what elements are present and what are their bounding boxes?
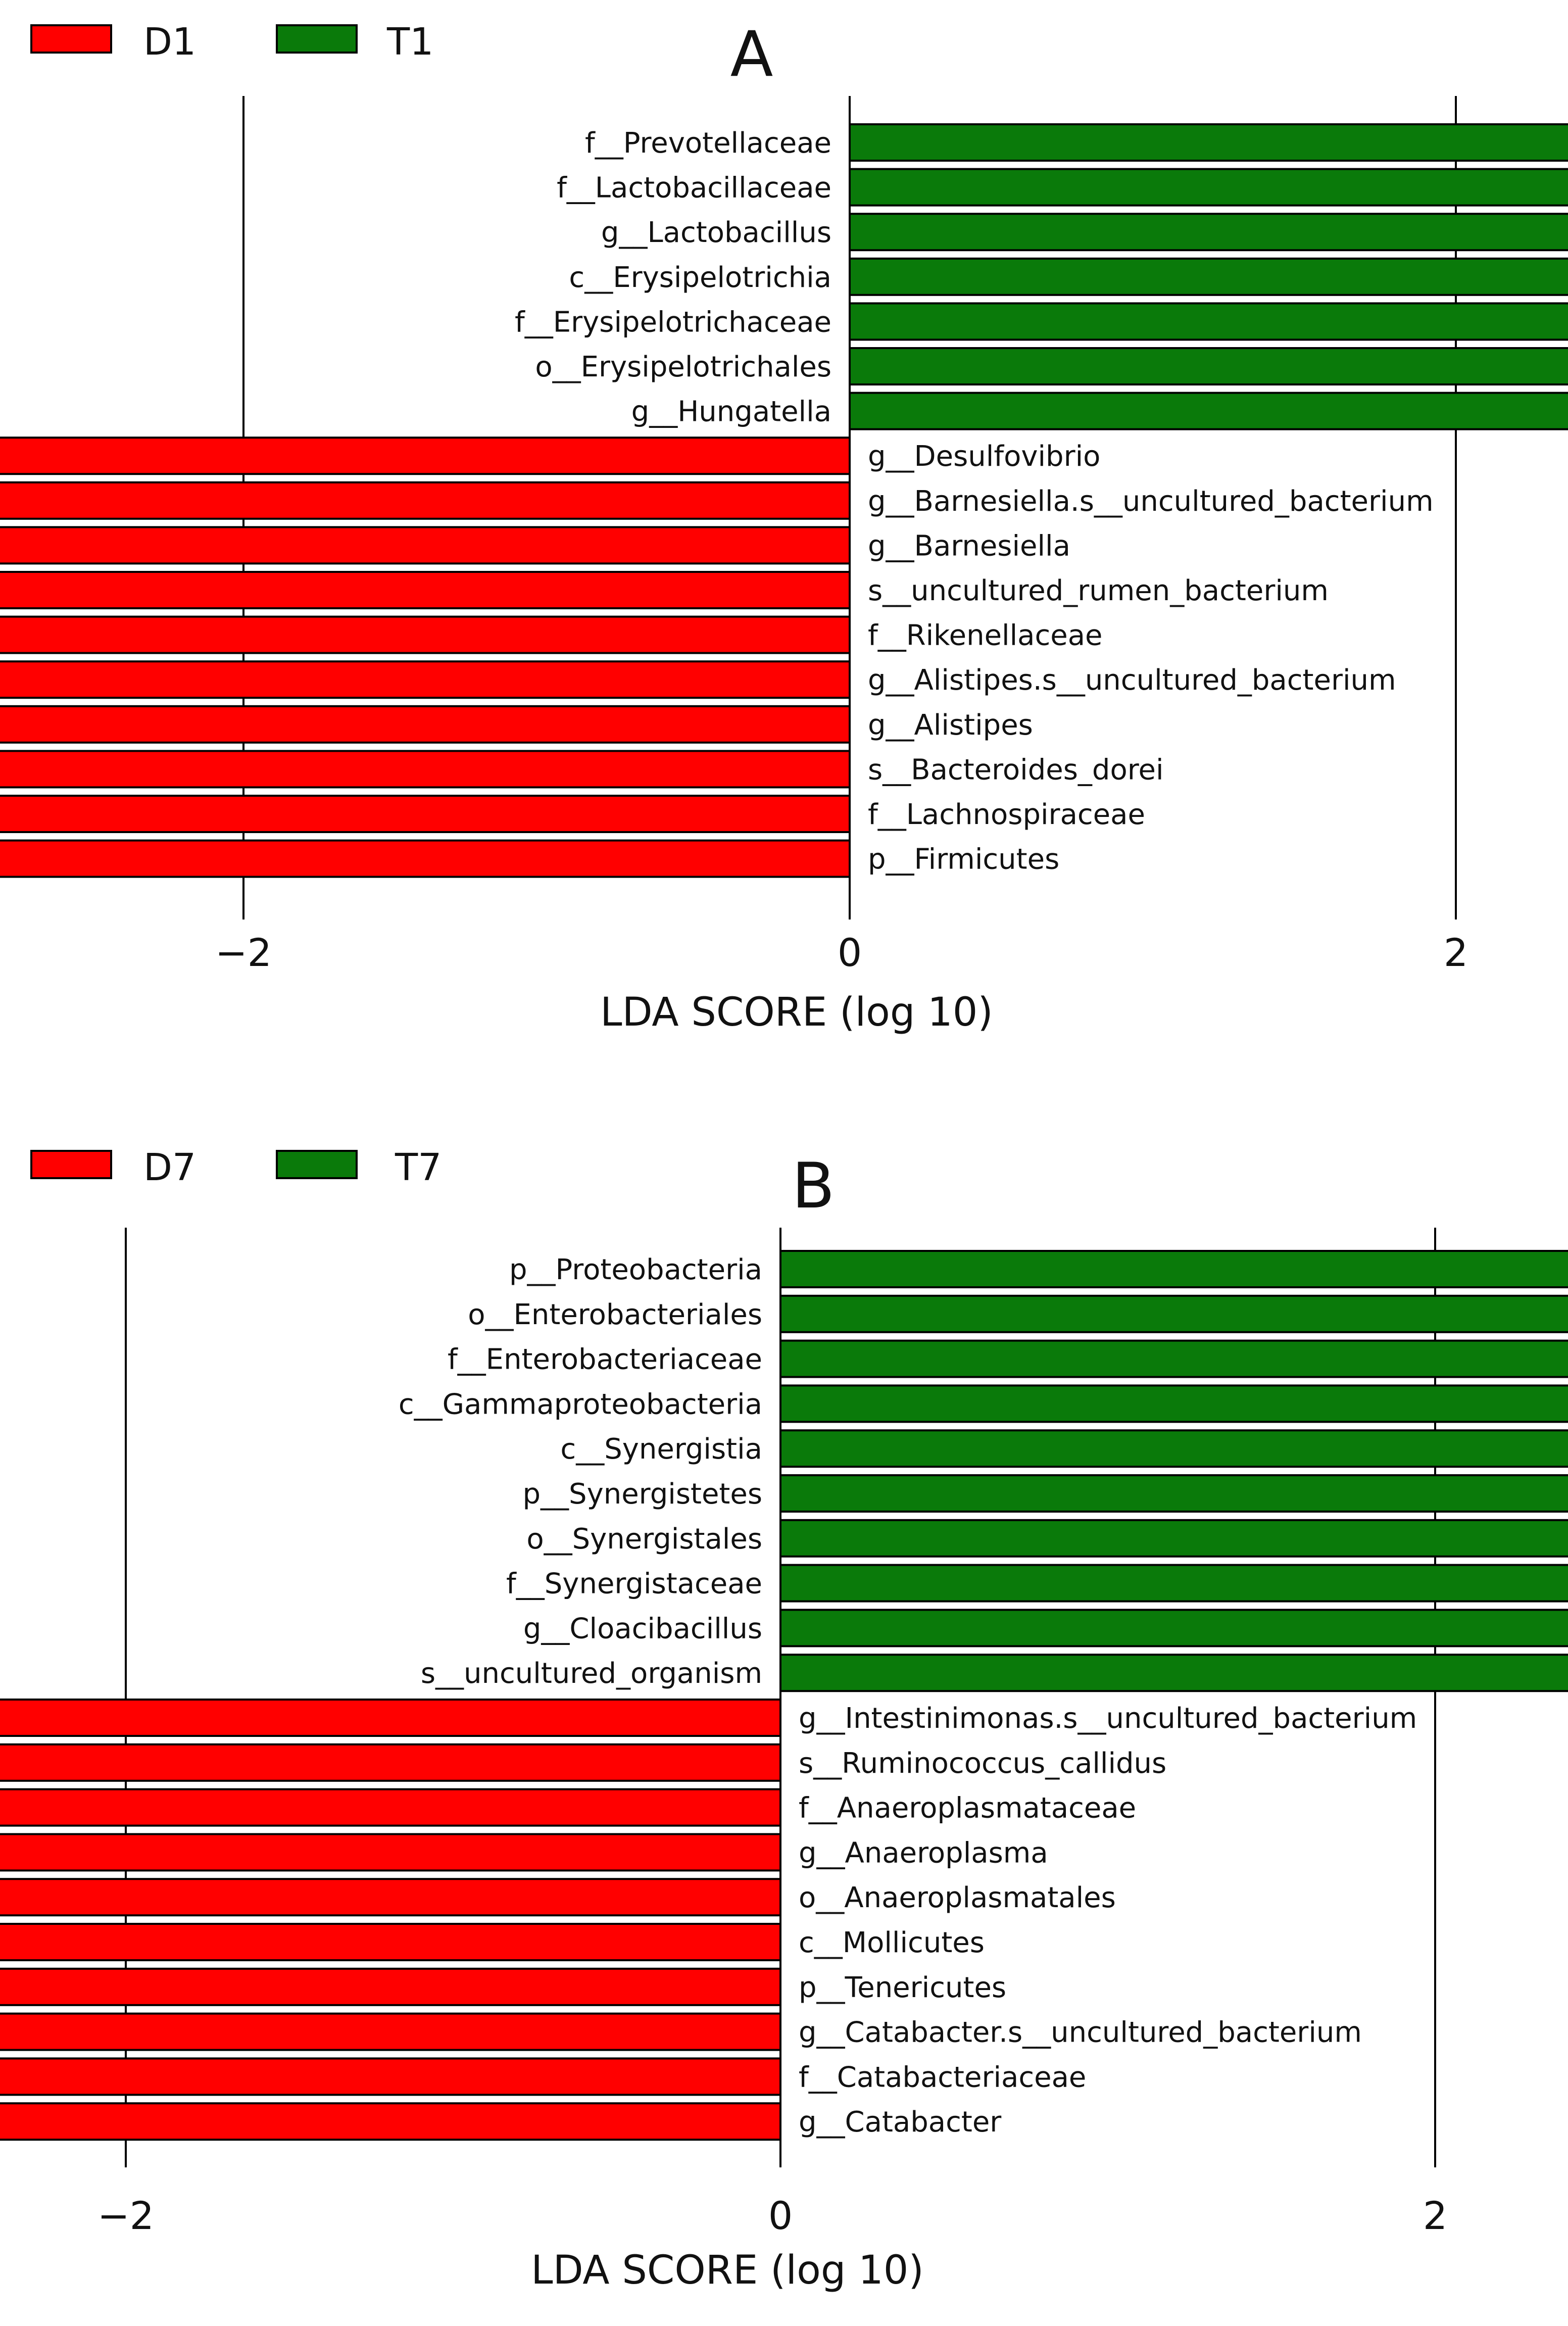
category-label: p__Proteobacteria [509,1253,762,1286]
category-label: f__Catabacteriaceae [799,2061,1086,2094]
bar [849,347,1568,385]
x-tick-label: 2 [1444,930,1468,975]
panel-title: B [792,1150,835,1223]
category-label: s__Ruminococcus_callidus [799,1747,1166,1780]
bar [0,1743,781,1782]
category-label: o__Synergistales [526,1523,762,1556]
legend-swatch [30,1150,112,1179]
category-label: g__Alistipes [868,709,1033,742]
bar [0,615,851,654]
bar [0,1833,781,1872]
category-label: f__Prevotellaceae [585,127,831,160]
legend-label: D1 [143,20,196,64]
bar [0,1699,781,1737]
bar [0,750,851,789]
category-label: g__Intestinimonas.s__uncultured_bacteriu… [799,1702,1417,1735]
bar [779,1519,1568,1558]
category-label: g__Anaeroplasma [799,1836,1048,1869]
bar [779,1339,1568,1378]
bar [849,257,1568,296]
x-tick-label: −2 [97,2193,154,2238]
chart-panel-a: f__Prevotellaceae f__Lactobacillaceae g__L… [0,18,1568,1035]
bar [0,481,851,520]
category-label: o__Erysipelotrichales [535,351,831,383]
category-label: g__Desulfovibrio [868,440,1100,473]
bar [0,437,851,475]
bar [779,1654,1568,1692]
category-label: s__Bacteroides_dorei [868,753,1164,786]
bar [0,2012,781,2051]
category-label: g__Alistipes.s__uncultured_bacterium [868,664,1396,697]
category-label: c__Mollicutes [799,1926,985,1959]
bar [0,1923,782,1961]
panel-title: A [730,18,773,91]
legend-swatch [276,24,358,54]
bar [0,526,851,565]
bar [0,839,851,878]
bar [0,705,851,744]
bar [779,1294,1568,1333]
category-label: c__Gammaproteobacteria [399,1388,762,1421]
bar [849,302,1568,341]
category-label: f__Lactobacillaceae [557,172,831,205]
bar [0,1788,781,1827]
x-tick-label: −2 [215,930,272,975]
x-tick-label: 2 [1423,2193,1447,2238]
chart-panel-b: p__Proteobacteria o__Enterobacteriales f__… [0,1146,1568,2293]
bar [779,1474,1568,1513]
legend-label: D7 [143,1146,196,1189]
bar [0,2057,781,2096]
bar [779,1250,1568,1288]
bar [779,1609,1568,1647]
bar [779,1564,1568,1603]
category-label: g__Catabacter.s__uncultured_bacterium [799,2016,1362,2049]
category-label: s__uncultured_organism [421,1657,762,1690]
bar [0,660,851,699]
category-label: f__Rikenellaceae [868,619,1102,652]
bar [849,123,1568,162]
category-label: o__Anaeroplasmatales [799,1881,1116,1914]
legend-label: T7 [395,1146,442,1189]
category-label: g__Catabacter [799,2106,1002,2139]
bar [0,2102,781,2141]
bar [849,168,1568,207]
category-label: c__Synergistia [560,1433,762,1466]
x-tick-label: 0 [768,2193,793,2238]
category-label: g__Lactobacillus [601,216,831,249]
category-label: f__Erysipelotrichaceae [515,306,831,338]
bar [779,1384,1568,1423]
x-axis-label: LDA SCORE (log 10) [600,990,993,1035]
category-label: p__Tenericutes [799,1971,1006,2004]
bar [0,571,851,609]
category-label: p__Synergistetes [523,1478,763,1511]
bar [0,1967,782,2006]
x-tick-label: 0 [838,930,862,975]
category-label: p__Firmicutes [868,843,1059,876]
bar [0,795,851,833]
category-label: o__Enterobacteriales [468,1298,762,1331]
category-label: s__uncultured_rumen_bacterium [868,574,1329,607]
category-label: f__Lachnospiraceae [868,798,1145,831]
category-label: f__Enterobacteriaceae [448,1343,762,1376]
legend-swatch [30,24,112,54]
category-label: f__Anaeroplasmataceae [799,1792,1136,1825]
bar [0,1878,781,1917]
category-label: g__Barnesiella [868,529,1070,562]
bar [849,213,1568,252]
bar [779,1429,1568,1468]
legend-swatch [276,1150,358,1179]
category-label: c__Erysipelotrichia [569,261,831,294]
category-label: f__Synergistaceae [506,1568,762,1601]
category-label: g__Cloacibacillus [523,1612,762,1645]
category-label: g__Hungatella [631,396,831,428]
legend-label: T1 [386,20,433,64]
category-label: g__Barnesiella.s__uncultured_bacterium [868,485,1434,518]
x-axis-label: LDA SCORE (log 10) [531,2248,924,2293]
bar [849,392,1568,430]
